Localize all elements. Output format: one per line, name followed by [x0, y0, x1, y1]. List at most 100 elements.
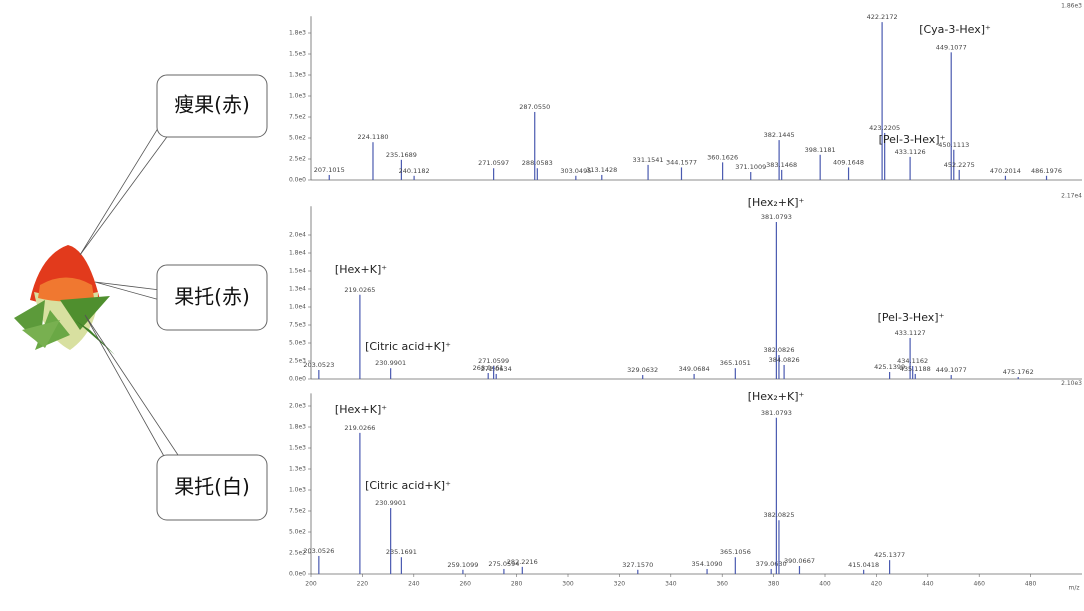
peak-label: 203.0523 — [303, 361, 334, 369]
x-tick-label: 260 — [459, 581, 471, 588]
peak-label: 384.0826 — [769, 356, 800, 364]
annotation: [Hex+K]⁺ — [335, 263, 387, 276]
peak-label: 435.1188 — [900, 365, 931, 373]
peak-label: 235.1691 — [386, 548, 417, 556]
peak-label: 390.0667 — [784, 557, 815, 565]
y-tick-label: 2.0e3 — [289, 403, 306, 410]
peak-label: 259.1099 — [447, 561, 478, 569]
peak-label: 287.0550 — [519, 103, 550, 111]
max-intensity: 1.86e3 — [1061, 3, 1082, 10]
x-tick-label: 240 — [408, 581, 420, 588]
y-tick-label: 7.5e3 — [289, 322, 306, 329]
y-tick-label: 5.0e3 — [289, 340, 306, 347]
peak-label: 382.0825 — [763, 511, 794, 519]
x-tick-label: 400 — [819, 581, 831, 588]
y-tick-label: 1.0e3 — [289, 487, 306, 494]
peak-label: 425.1377 — [874, 551, 905, 559]
callout-label: 果托(赤) — [174, 285, 250, 309]
peak-label: 398.1181 — [805, 146, 836, 154]
y-tick-label: 1.3e3 — [289, 72, 306, 79]
leaders — [79, 124, 181, 459]
y-tick-label: 1.8e4 — [289, 250, 306, 257]
x-tick-label: 380 — [768, 581, 780, 588]
x-axis-label: m/z — [1068, 585, 1079, 592]
peak-label: 415.0418 — [848, 561, 879, 569]
peak-label: 354.1090 — [692, 560, 723, 568]
y-tick-label: 2.5e3 — [289, 358, 306, 365]
x-tick-label: 420 — [871, 581, 883, 588]
y-tick-label: 0.0e0 — [289, 177, 306, 184]
x-tick-label: 280 — [511, 581, 523, 588]
x-tick-label: 200 — [305, 581, 317, 588]
peak-label: 450.1113 — [938, 141, 969, 149]
y-tick-label: 5.0e2 — [289, 135, 306, 142]
peak-label: 381.0793 — [761, 213, 792, 221]
peak-label: 452.2275 — [944, 161, 975, 169]
annotation: [Citric acid+K]⁺ — [365, 479, 451, 492]
peak-label: 207.1015 — [314, 166, 345, 174]
callout-label: 痩果(赤) — [174, 93, 250, 117]
y-tick-label: 1.5e3 — [289, 445, 306, 452]
annotation: [Pel-3-Hex]⁺ — [879, 133, 946, 146]
peak-label: 240.1182 — [399, 167, 430, 175]
peak-label: 433.1126 — [895, 148, 926, 156]
peak-label: 422.2172 — [867, 13, 898, 21]
annotation: [Hex₂+K]⁺ — [748, 390, 805, 403]
annotation: [Pel-3-Hex]⁺ — [878, 311, 945, 324]
x-tick-label: 300 — [562, 581, 574, 588]
peak-label: 449.1077 — [936, 366, 967, 374]
x-tick-label: 360 — [716, 581, 728, 588]
peak-label: 365.1056 — [720, 548, 751, 556]
x-tick-label: 460 — [973, 581, 985, 588]
annotation: [Citric acid+K]⁺ — [365, 340, 451, 353]
peak-label: 331.1541 — [633, 156, 664, 164]
peak-label: 219.0265 — [344, 286, 375, 294]
y-tick-label: 0.0e0 — [289, 571, 306, 578]
peak-label: 449.1077 — [936, 43, 967, 51]
y-tick-label: 0.0e0 — [289, 376, 306, 383]
callout-label: 果托(白) — [174, 475, 250, 499]
y-tick-label: 1.5e4 — [289, 268, 306, 275]
peak-label: 327.1570 — [622, 561, 653, 569]
peak-label: 224.1180 — [357, 133, 388, 141]
peak-label: 219.0266 — [344, 424, 375, 432]
max-intensity: 2.10e3 — [1061, 380, 1082, 387]
peak-label: 433.1127 — [895, 329, 926, 337]
peak-label: 371.1009 — [735, 163, 766, 171]
peak-label: 271.0599 — [478, 357, 509, 365]
annotation: [Hex+K]⁺ — [335, 403, 387, 416]
peak-label: 272.0634 — [481, 365, 512, 373]
y-tick-label: 2.5e2 — [289, 550, 306, 557]
y-tick-label: 7.5e2 — [289, 114, 306, 121]
peak-label: 379.0630 — [756, 560, 787, 568]
y-tick-label: 1.0e4 — [289, 304, 306, 311]
x-tick-label: 480 — [1025, 581, 1037, 588]
peak-label: 360.1626 — [707, 153, 738, 161]
peak-label: 349.0684 — [679, 365, 710, 373]
x-tick-label: 340 — [665, 581, 677, 588]
peak-label: 203.0526 — [303, 547, 334, 555]
peak-label: 235.1689 — [386, 151, 417, 159]
y-tick-label: 2.0e4 — [289, 232, 306, 239]
peak-label: 344.1577 — [666, 158, 697, 166]
peak-label: 230.9901 — [375, 359, 406, 367]
peak-label: 230.9901 — [375, 499, 406, 507]
peak-label: 383.1468 — [766, 161, 797, 169]
peak-label: 475.1762 — [1003, 368, 1034, 376]
y-tick-label: 1.8e3 — [289, 424, 306, 431]
peak-label: 381.0793 — [761, 409, 792, 417]
peak-label: 423.2205 — [869, 124, 900, 132]
peak-label: 271.0597 — [478, 159, 509, 167]
peak-label: 303.0495 — [560, 167, 591, 175]
peak-label: 282.2216 — [507, 558, 538, 566]
peak-label: 313.1428 — [586, 166, 617, 174]
peak-label: 365.1051 — [720, 359, 751, 367]
x-tick-label: 440 — [922, 581, 934, 588]
x-tick-label: 320 — [614, 581, 626, 588]
peak-label: 470.2014 — [990, 167, 1021, 175]
peak-label: 382.1445 — [764, 131, 795, 139]
y-tick-label: 1.5e3 — [289, 51, 306, 58]
y-tick-label: 1.3e4 — [289, 286, 306, 293]
callout-box — [156, 264, 268, 331]
